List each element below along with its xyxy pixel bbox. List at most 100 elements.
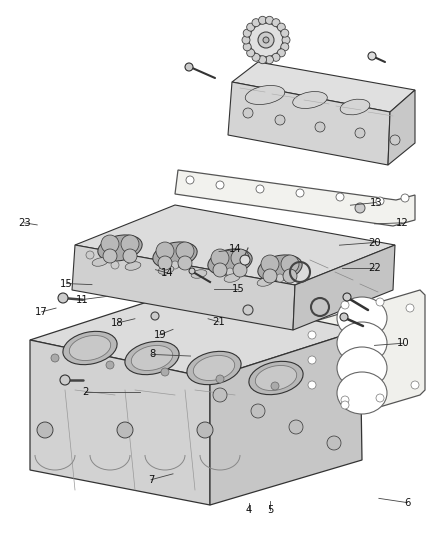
Circle shape [281,255,299,273]
Ellipse shape [63,332,117,365]
Text: 14: 14 [161,268,173,278]
Circle shape [315,122,325,132]
Circle shape [368,52,376,60]
Circle shape [252,53,260,61]
Circle shape [281,43,289,51]
Circle shape [282,36,290,44]
Circle shape [376,197,384,205]
Polygon shape [298,290,425,430]
Circle shape [240,255,250,265]
Circle shape [275,115,285,125]
Circle shape [341,301,349,309]
Ellipse shape [293,92,327,108]
Circle shape [121,235,139,253]
Text: 7: 7 [148,475,154,484]
Circle shape [406,304,414,312]
Text: 6: 6 [404,498,410,507]
Ellipse shape [224,274,240,282]
Polygon shape [388,90,415,165]
Circle shape [272,53,280,61]
Text: 10: 10 [397,338,409,348]
Ellipse shape [131,345,173,370]
Circle shape [213,388,227,402]
Circle shape [341,401,349,409]
Circle shape [251,404,265,418]
Text: 22: 22 [368,263,381,273]
Circle shape [37,422,53,438]
Circle shape [216,181,224,189]
Circle shape [271,382,279,390]
Circle shape [272,19,280,27]
Ellipse shape [153,242,197,268]
Circle shape [171,261,179,269]
Circle shape [258,17,267,25]
Circle shape [151,312,159,320]
Text: 23: 23 [18,218,30,228]
Text: 14: 14 [230,245,242,254]
Circle shape [308,356,316,364]
Circle shape [296,189,304,197]
Circle shape [263,37,269,43]
Circle shape [86,251,94,259]
Ellipse shape [337,347,387,389]
Ellipse shape [340,99,370,115]
Circle shape [243,29,251,37]
Text: 17: 17 [35,307,48,317]
Ellipse shape [92,258,108,266]
Circle shape [276,274,284,282]
Circle shape [197,422,213,438]
Circle shape [233,263,247,277]
Circle shape [123,249,137,263]
Circle shape [283,269,297,283]
Text: 12: 12 [396,218,409,228]
Polygon shape [210,330,362,505]
Circle shape [343,293,351,301]
Ellipse shape [257,278,273,286]
Ellipse shape [337,297,387,339]
Circle shape [103,249,117,263]
Text: 13: 13 [370,198,382,207]
Circle shape [249,23,283,57]
Ellipse shape [125,262,141,270]
Text: 15: 15 [231,285,244,294]
Ellipse shape [208,249,252,275]
Circle shape [336,193,344,201]
Polygon shape [30,292,360,378]
Circle shape [355,203,365,213]
Circle shape [263,269,277,283]
Text: 21: 21 [212,317,226,327]
Polygon shape [72,245,295,330]
Ellipse shape [249,361,303,394]
Circle shape [308,331,316,339]
Circle shape [243,43,251,51]
Circle shape [258,32,274,48]
Circle shape [111,261,119,269]
Ellipse shape [98,235,142,261]
Circle shape [101,235,119,253]
Circle shape [258,55,267,64]
Circle shape [252,19,260,27]
Circle shape [211,249,229,267]
Circle shape [185,63,193,71]
Circle shape [289,420,303,434]
Text: 5: 5 [267,505,273,515]
Ellipse shape [193,356,235,381]
Circle shape [106,361,114,369]
Circle shape [231,249,249,267]
Circle shape [158,256,172,270]
Polygon shape [175,170,415,226]
Circle shape [277,23,285,31]
Circle shape [213,263,227,277]
Circle shape [117,422,133,438]
Polygon shape [228,82,390,165]
Circle shape [411,381,419,389]
Polygon shape [75,205,395,285]
Circle shape [340,313,348,321]
Circle shape [247,23,254,31]
Circle shape [281,29,289,37]
Ellipse shape [191,270,207,278]
Circle shape [178,256,192,270]
Text: 2: 2 [82,387,88,397]
Text: 8: 8 [149,350,155,359]
Ellipse shape [255,366,297,391]
